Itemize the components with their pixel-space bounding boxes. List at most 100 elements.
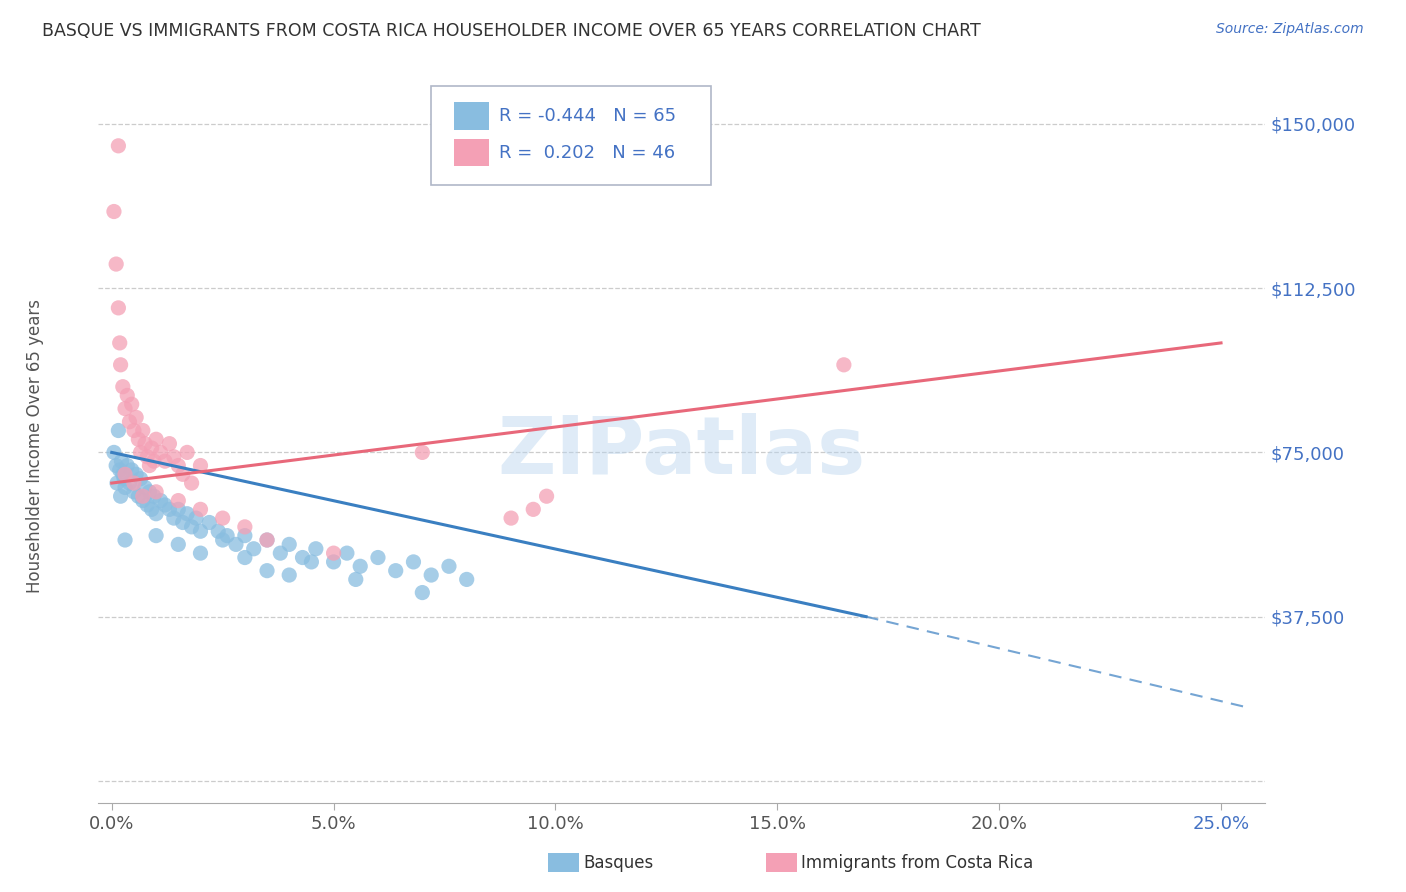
Point [172, 516, 194, 530]
Point [149, 493, 172, 508]
Point [299, 555, 322, 569]
Point [114, 533, 136, 547]
Point [242, 541, 264, 556]
Point [103, 445, 125, 459]
Text: ZIPatlas: ZIPatlas [498, 413, 866, 491]
Point [336, 546, 359, 560]
Point [349, 559, 371, 574]
Point [167, 493, 190, 508]
Point [114, 480, 136, 494]
Point [437, 559, 460, 574]
Text: Householder Income Over 65 years: Householder Income Over 65 years [27, 299, 44, 593]
Point [153, 454, 176, 468]
Point [384, 564, 406, 578]
Point [225, 537, 247, 551]
Point [832, 358, 855, 372]
Bar [454, 138, 489, 167]
Point [136, 450, 159, 464]
Point [122, 476, 145, 491]
Point [456, 573, 478, 587]
Point [233, 528, 256, 542]
Point [142, 489, 165, 503]
Point [118, 476, 141, 491]
Point [190, 458, 212, 473]
Point [122, 484, 145, 499]
Point [105, 257, 128, 271]
Point [163, 450, 186, 464]
Point [111, 467, 134, 482]
Point [132, 424, 155, 438]
Point [141, 441, 163, 455]
Point [107, 301, 129, 315]
Point [522, 502, 544, 516]
Point [110, 358, 132, 372]
Point [211, 511, 233, 525]
Point [233, 520, 256, 534]
Point [110, 489, 132, 503]
Point [305, 541, 328, 556]
Text: Immigrants from Costa Rica: Immigrants from Costa Rica [801, 854, 1033, 871]
Point [105, 476, 128, 491]
Point [367, 550, 389, 565]
Point [198, 516, 221, 530]
Point [142, 454, 165, 468]
Point [112, 472, 135, 486]
Point [145, 507, 167, 521]
Point [256, 533, 278, 547]
Point [180, 520, 202, 534]
Point [129, 445, 152, 459]
Text: BASQUE VS IMMIGRANTS FROM COSTA RICA HOUSEHOLDER INCOME OVER 65 YEARS CORRELATIO: BASQUE VS IMMIGRANTS FROM COSTA RICA HOU… [42, 22, 981, 40]
Point [125, 410, 148, 425]
Point [190, 546, 212, 560]
Point [134, 436, 156, 450]
Point [167, 537, 190, 551]
Point [420, 568, 443, 582]
Point [157, 502, 180, 516]
Point [111, 380, 134, 394]
Point [176, 507, 198, 521]
Point [211, 533, 233, 547]
Point [157, 436, 180, 450]
Point [145, 432, 167, 446]
Point [207, 524, 229, 539]
Point [127, 489, 149, 503]
Point [184, 511, 207, 525]
FancyBboxPatch shape [432, 86, 711, 185]
Point [256, 564, 278, 578]
Point [138, 458, 160, 473]
Point [121, 397, 143, 411]
Text: R = -0.444   N = 65: R = -0.444 N = 65 [499, 107, 676, 125]
Point [180, 476, 202, 491]
Point [114, 467, 136, 482]
Bar [454, 102, 489, 130]
Point [167, 502, 190, 516]
Point [114, 401, 136, 416]
Point [110, 454, 132, 468]
Point [141, 502, 163, 516]
Point [132, 493, 155, 508]
Point [278, 537, 301, 551]
Text: Source: ZipAtlas.com: Source: ZipAtlas.com [1216, 22, 1364, 37]
Point [176, 445, 198, 459]
Point [411, 585, 433, 599]
Point [402, 555, 425, 569]
Point [132, 489, 155, 503]
Point [127, 432, 149, 446]
Text: Basques: Basques [583, 854, 654, 871]
Point [117, 458, 139, 473]
Point [344, 573, 367, 587]
Point [233, 550, 256, 565]
Point [121, 463, 143, 477]
Point [125, 467, 148, 482]
Point [145, 484, 167, 499]
Point [138, 484, 160, 499]
Point [167, 458, 190, 473]
Point [129, 472, 152, 486]
Point [190, 502, 212, 516]
Point [499, 511, 522, 525]
Point [291, 550, 314, 565]
Point [256, 533, 278, 547]
Point [103, 204, 125, 219]
Point [108, 463, 131, 477]
Point [190, 524, 212, 539]
